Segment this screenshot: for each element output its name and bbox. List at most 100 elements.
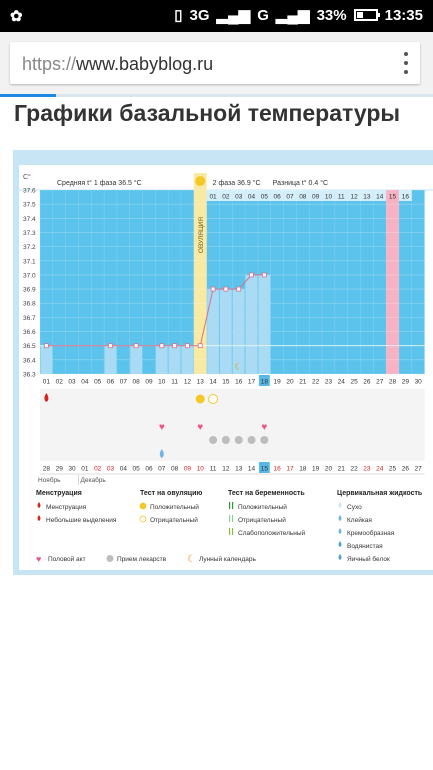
phase2-day-label: 13 [363,194,371,201]
phase2-day-label: 10 [325,194,333,201]
temperature-point [236,286,242,292]
calendar-date-label: 11 [210,466,217,473]
legend-ovulation-test-item: Отрицательный [150,516,198,524]
legend-drop-icon [338,502,342,508]
plot-background [40,190,425,374]
legend-drop-icon [37,502,41,508]
legend-heart-icon: ♥ [36,554,41,564]
phase2-day-cell [270,190,284,201]
clock: 13:35 [384,6,423,24]
cycle-day-label: 17 [248,379,256,386]
calendar-date-label: 28 [43,466,51,473]
calendar-date-label: 17 [286,466,294,473]
signal-icon-2: ▂▄▆ [275,7,310,24]
overflow-menu-icon[interactable] [398,50,414,76]
y-tick-label: 37.6 [23,188,36,195]
legend-drop-icon [338,541,342,547]
cycle-day-label: 08 [133,379,141,386]
calendar-date-label: 15 [261,466,269,473]
calendar-date-label: 29 [56,466,64,473]
temperature-bar [155,345,168,374]
y-tick-label: 36.8 [23,301,36,308]
phase2-day-label: 11 [338,194,345,201]
calendar-date-label: 22 [350,466,358,473]
legend-pregnancy-test-item: Отрицательный [238,516,286,524]
phase2-average: 2 фаза 36.9 °C [213,179,261,187]
legend-test-icon [232,502,234,509]
legend-drop-icon [338,528,342,534]
intercourse-heart-icon: ♥ [197,422,203,433]
cycle-day-label: 20 [286,379,294,386]
calendar-date-label: 23 [363,466,371,473]
legend-pregnancy-test-item: Слабоположительный [238,529,306,537]
legend-sun-icon [139,502,147,510]
calendar-date-label: 25 [389,466,397,473]
calendar-date-label: 12 [222,466,230,473]
phase2-day-label: 05 [261,194,269,201]
temperature-point [261,272,267,278]
y-tick-label: 36.3 [23,372,36,379]
y-tick-label: 37.5 [23,202,36,209]
legend-drop-icon [37,515,41,521]
month-label-november: Ноябрь [38,476,61,484]
medication-pill-icon [260,436,269,444]
cycle-day-label: 11 [171,379,178,386]
legend-cervical-item: Яичный белок [347,555,390,563]
url-host: www.babyblog.ru [76,54,214,74]
calendar-date-label: 20 [325,466,333,473]
cycle-day-label: 15 [222,379,230,386]
legend-test-icon [229,528,231,535]
cycle-day-label: 30 [415,379,423,386]
phase2-day-cell [334,190,348,201]
cycle-day-label: 24 [338,379,346,386]
y-tick-label: 36.6 [23,329,36,336]
phase2-day-label: 08 [299,194,307,201]
cycle-day-label: 19 [274,379,282,386]
y-tick-label: 36.5 [23,343,36,350]
calendar-date-label: 09 [184,466,192,473]
phase2-day-cell [232,190,246,201]
url-text[interactable]: https://www.babyblog.ru [22,54,213,75]
url-scheme: https:// [22,54,77,74]
battery-icon [353,9,380,21]
phase2-day-cell [309,190,323,201]
ovulation-column [193,173,207,374]
temperature-point [133,343,139,349]
legend-cervical-item: Кремообразная [347,529,395,537]
address-bar[interactable]: https://www.babyblog.ru [10,42,420,84]
cycle-day-label: 14 [209,379,217,386]
cycle-day-label: 18 [261,379,269,386]
page-title: Графики базальной температуры [14,100,401,126]
bbt-chart-card: C° Средняя t° 1 фаза 36.5 °C ОВУЛЯЦИЯ 2 фаз… [19,165,433,570]
phase2-day-cell [296,190,310,201]
legend-pregnancy-test-title: Тест на беременность [228,489,305,497]
month-label-december: Декабрь [80,476,106,484]
signal-icon: ▂▄▆ [216,7,251,24]
phase2-day-label: 04 [248,194,256,201]
cycle-day-label: 29 [402,379,410,386]
phase2-day-label: 01 [209,194,217,201]
legend-ovulation-test-title: Тест на овуляцию [140,490,202,497]
phase2-day-cell [245,190,258,201]
calendar-date-label: 04 [120,466,128,473]
phase2-day-cell [373,190,387,201]
temperature-point [185,343,190,349]
temperature-bar [219,289,232,374]
calendar-date-label: 06 [145,466,153,473]
phase2-day-cell [257,190,271,201]
legend-menstruation-title: Менструация [36,490,82,497]
current-day-highlight [258,375,270,386]
calendar-date-label: 19 [312,466,320,473]
y-tick-label: 37.0 [23,272,36,279]
calendar-date-label: 30 [68,466,76,473]
phase2-day-cell [206,190,220,201]
lunar-calendar-marker: ☾ [234,362,243,373]
temperature-bar [245,274,258,374]
browser-toolbar: https://www.babyblog.ru [0,32,433,94]
legend-menstruation-item: Менструация [46,504,87,511]
highlight-column [386,201,399,374]
y-tick-label: 36.7 [23,315,36,322]
legend-pregnancy-test-item: Положительный [238,503,287,511]
markers-area [40,389,425,461]
cycle-day-label: 26 [363,379,371,386]
